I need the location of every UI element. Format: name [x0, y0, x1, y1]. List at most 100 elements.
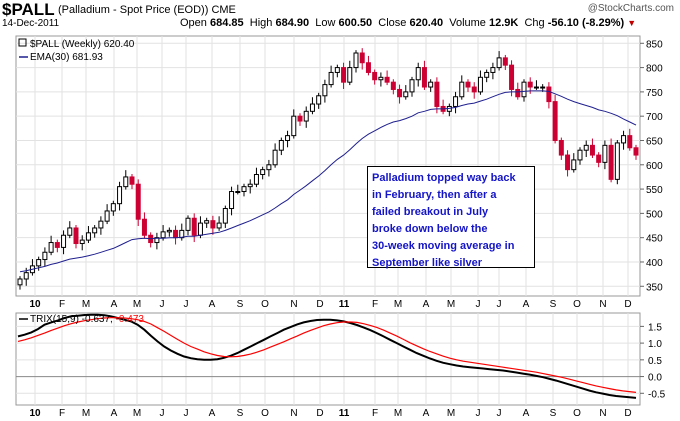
candle-body [266, 164, 272, 171]
candle-body [216, 222, 222, 229]
candle-body [241, 186, 247, 193]
y-tick-label: 350 [646, 282, 663, 293]
candle-body [210, 220, 216, 229]
candle-body [602, 144, 608, 163]
x-tick-label: M [82, 299, 90, 310]
candle-body [521, 81, 527, 98]
candle-body [490, 67, 496, 73]
x-tick-label: J [497, 408, 502, 419]
x-tick-label: M [133, 408, 141, 419]
candle-body [85, 232, 91, 241]
close-value: 620.40 [409, 17, 444, 29]
x-tick-label: M [82, 408, 90, 419]
y-tick-label: 700 [646, 112, 663, 123]
candle-body [565, 154, 571, 171]
y-tick-label: 550 [646, 185, 663, 196]
candle-body [67, 227, 73, 236]
x-tick-label: N [599, 408, 606, 419]
high-label: High [249, 17, 273, 29]
x-tick-label: 11 [339, 408, 350, 419]
candle-body [577, 149, 583, 161]
candle-body [365, 62, 371, 73]
x-tick-label: A [523, 408, 530, 419]
candle-body [359, 52, 365, 64]
candle-body [173, 229, 179, 239]
ema-line [19, 90, 637, 273]
x-tick-label: J [160, 299, 165, 310]
candle-body [247, 183, 253, 188]
symbol-title: $PALL [2, 0, 55, 19]
x-tick-label: A [523, 299, 530, 310]
y-tick-label: 750 [646, 88, 663, 99]
symbol-description: (Palladium - Spot Price (EOD)) CME [58, 4, 236, 16]
y-tick-label: 1.0 [648, 339, 662, 350]
stockcharts-brand[interactable]: @StockCharts.com [587, 3, 674, 14]
trix-legend-label: TRIX(15,9) -0.637, -0.473 [30, 314, 144, 325]
x-tick-label: M [133, 299, 141, 310]
x-tick-label: A [209, 408, 216, 419]
annotation-line: September like silver [372, 257, 483, 269]
candle-body [278, 139, 284, 151]
candle-body [129, 176, 135, 185]
candle-body [303, 110, 309, 122]
x-tick-label: D [316, 299, 323, 310]
candle-body [48, 242, 54, 253]
candle-body [583, 144, 589, 151]
x-tick-label: J [184, 408, 189, 419]
candle-body [372, 71, 378, 81]
candle-body [552, 101, 558, 141]
candle-body [61, 234, 67, 248]
candle-body [558, 139, 564, 156]
candle-body [502, 57, 508, 66]
x-tick-label: S [237, 408, 244, 419]
y-tick-label: 800 [646, 64, 663, 75]
x-tick-label: A [423, 299, 430, 310]
candle-body [272, 149, 278, 166]
price-panel-frame [15, 35, 641, 297]
x-tick-label: S [550, 299, 557, 310]
y-tick-label: 400 [646, 258, 663, 269]
candle-body [297, 115, 303, 122]
candle-body [596, 154, 602, 163]
candle-body [540, 86, 546, 89]
high-value: 684.90 [275, 17, 310, 29]
x-tick-label: M [394, 299, 402, 310]
x-tick-label: J [476, 299, 481, 310]
candle-body [471, 86, 477, 93]
y-tick-label: 450 [646, 234, 663, 245]
x-tick-label: 10 [29, 408, 41, 419]
candle-body [185, 217, 191, 231]
annotation-box: Palladium topped way back in February, t… [367, 166, 535, 269]
trix-signal-line [17, 317, 637, 393]
candle-body [589, 144, 595, 156]
chg-value: -56.10 (-8.29%) [547, 17, 625, 29]
x-tick-label: M [447, 408, 455, 419]
x-tick-label: S [237, 299, 244, 310]
candle-body [322, 84, 328, 97]
candle-body [347, 67, 353, 83]
candle-body [316, 95, 322, 105]
annotation-line: failed breakout in July [372, 206, 489, 218]
annotation-line: in February, then after a [372, 189, 497, 201]
candle-body [160, 231, 166, 239]
candle-body [328, 71, 334, 86]
candle-body [459, 81, 465, 98]
candle-body [253, 174, 259, 185]
x-tick-label: J [184, 299, 189, 310]
candle-body [633, 147, 639, 156]
candle-body [390, 81, 396, 90]
x-tick-label: A [209, 299, 216, 310]
y-tick-label: -0.5 [648, 389, 666, 400]
candle-body [384, 76, 390, 83]
candle-body [509, 64, 515, 90]
x-tick-label: O [261, 408, 269, 419]
candle-body [421, 67, 427, 88]
candle-body [54, 242, 60, 248]
candle-body [92, 227, 98, 234]
x-tick-label: D [624, 299, 631, 310]
price-legend-label: $PALL (Weekly) 620.40 [30, 39, 135, 50]
x-tick-label: M [394, 408, 402, 419]
candle-body [222, 208, 228, 224]
candle-body [104, 210, 110, 222]
